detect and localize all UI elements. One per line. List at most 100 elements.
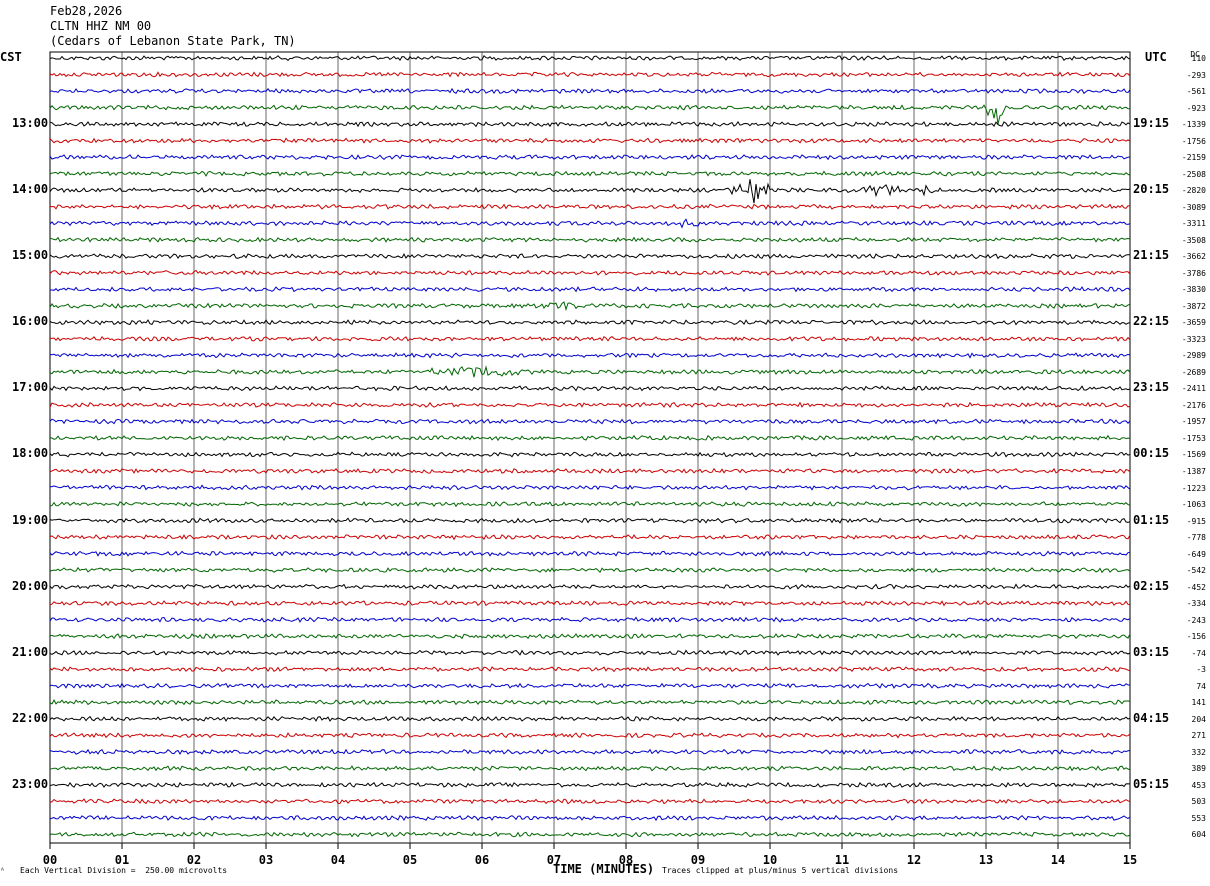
trace-line [49, 633, 1131, 640]
dc-offset-value: 204 [1191, 714, 1206, 724]
plot-frame [49, 51, 1131, 844]
dc-offset-value: 332 [1191, 747, 1206, 757]
left-hour-label: 16:00 [12, 314, 49, 329]
trace-line [49, 236, 1131, 243]
trace-line [49, 253, 1131, 260]
dc-offset-value: -293 [1186, 70, 1206, 80]
right-hour-label: 02:15 [1133, 578, 1170, 593]
trace-line [49, 666, 1131, 673]
trace-line [49, 54, 1131, 61]
trace-line [49, 798, 1131, 805]
x-tick-label: 04 [330, 853, 346, 867]
trace-line [49, 179, 1131, 204]
trace-line [49, 517, 1131, 524]
trace-line [49, 365, 1131, 378]
dc-offset-value: -243 [1186, 615, 1206, 625]
trace-line [49, 87, 1131, 95]
dc-offset-value: -1753 [1181, 433, 1206, 443]
x-tick-label: 01 [114, 853, 130, 867]
corner-mark: ᴬ [0, 866, 5, 875]
dc-offset-value: 389 [1191, 764, 1206, 774]
x-tick-label: 05 [402, 853, 418, 867]
trace-line [49, 682, 1131, 689]
dc-offset-value: -1339 [1181, 120, 1206, 130]
dc-offset-value: -2508 [1181, 169, 1206, 179]
trace-line [49, 715, 1131, 722]
dc-offset-value: -1756 [1181, 136, 1206, 146]
dc-offset-value: 604 [1191, 830, 1206, 840]
dc-offset-value: -3508 [1181, 235, 1206, 245]
plot-date: Feb28,2026 [50, 4, 123, 18]
dc-offset-value: -2176 [1181, 400, 1206, 410]
trace-line [49, 583, 1131, 590]
trace-line [49, 170, 1131, 177]
left-hour-label: 22:00 [12, 710, 49, 725]
left-hour-label: 21:00 [12, 644, 49, 659]
dc-offset-value: -561 [1186, 87, 1206, 97]
trace-line [49, 699, 1131, 706]
trace-line [49, 154, 1131, 161]
trace-line [49, 319, 1131, 326]
x-tick-label: 02 [186, 853, 202, 867]
x-tick-label: 12 [906, 853, 922, 867]
dc-offset-value: -452 [1186, 582, 1206, 592]
trace-line [49, 401, 1131, 409]
trace-line [49, 335, 1131, 342]
trace-line [49, 748, 1131, 756]
dc-offset-value: -74 [1191, 648, 1206, 658]
dc-offset-value: 271 [1191, 731, 1206, 741]
trace-line [49, 616, 1131, 623]
x-tick-label: 10 [762, 853, 778, 867]
right-hour-label: 05:15 [1133, 776, 1170, 791]
left-hour-label: 15:00 [12, 248, 49, 263]
dc-offset-value: 74 [1196, 681, 1206, 691]
x-tick-label: 08 [618, 853, 634, 867]
left-timezone: CST [0, 50, 22, 64]
trace-line [49, 501, 1131, 508]
right-hour-label: 03:15 [1133, 644, 1170, 659]
dc-offset-value: -3089 [1181, 202, 1206, 212]
left-hour-label: 18:00 [12, 446, 49, 461]
x-tick-label: 09 [690, 853, 706, 867]
left-hour-label: 17:00 [12, 380, 49, 395]
trace-line [49, 418, 1131, 425]
trace-line [49, 352, 1131, 359]
trace-line [49, 385, 1131, 392]
x-tick-label: 06 [474, 853, 490, 867]
dc-offset-value: 141 [1191, 698, 1206, 708]
trace-line [49, 566, 1131, 574]
trace-line [49, 467, 1131, 475]
dc-offset-value: -2989 [1181, 351, 1206, 361]
right-hour-label: 22:15 [1133, 314, 1170, 329]
dc-offset-value: -915 [1186, 516, 1206, 526]
trace-line [49, 434, 1131, 442]
dc-offset-value: -2159 [1181, 153, 1206, 163]
left-hour-label: 23:00 [12, 776, 49, 791]
dc-offset-value: -778 [1186, 533, 1206, 543]
trace-line [49, 104, 1131, 125]
x-tick-label: 03 [258, 853, 274, 867]
dc-offset-value: -3311 [1181, 219, 1206, 229]
right-hour-label: 01:15 [1133, 512, 1170, 527]
trace-line [49, 781, 1131, 788]
x-tick-label: 00 [42, 853, 58, 867]
trace-line [49, 765, 1131, 772]
dc-offset-value: -1223 [1181, 483, 1206, 493]
trace-line [49, 451, 1131, 458]
station-code: CLTN HHZ NM 00 [50, 19, 152, 33]
x-tick-label: 11 [834, 853, 850, 867]
x-tick-label: 15 [1122, 853, 1138, 867]
station-location: (Cedars of Lebanon State Park, TN) [50, 34, 296, 48]
dc-offset-value: -3662 [1181, 252, 1206, 262]
dc-offset-value: -334 [1186, 599, 1206, 609]
dc-offset-value: -3323 [1181, 334, 1206, 344]
x-tick-label: 07 [546, 853, 562, 867]
dc-offset-value: -1387 [1181, 467, 1206, 476]
dc-offset-value: -3830 [1181, 285, 1206, 295]
trace-line [49, 649, 1131, 656]
right-hour-label: 19:15 [1133, 116, 1170, 131]
trace-line [49, 203, 1131, 210]
x-tick-label: 13 [978, 853, 994, 867]
dc-offset-value: -923 [1186, 103, 1206, 113]
scale-note: Each Vertical Division = 250.00 microvol… [20, 866, 228, 875]
